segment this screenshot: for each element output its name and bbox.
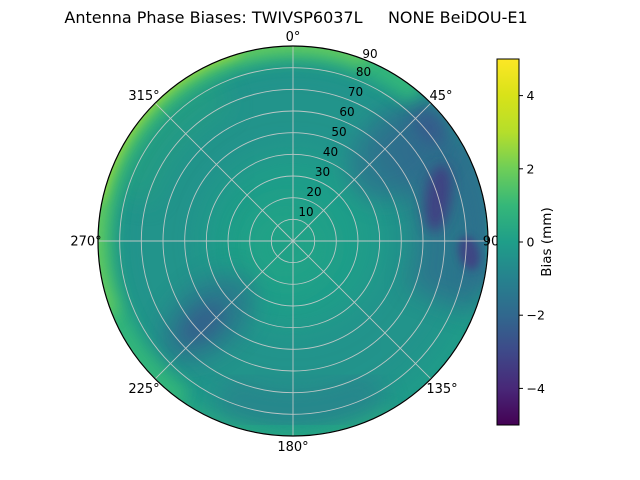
contour-purple-spot-1 <box>424 164 452 232</box>
angular-tick-labels: 0° 45° 90 135° 180° 225° 270° 315° <box>70 30 499 455</box>
radial-label-40: 40 <box>323 145 338 159</box>
colorbar-label--2: −2 <box>527 308 545 323</box>
contour-nw-green-tint <box>114 73 233 204</box>
colorbar-axis-label: Bias (mm) <box>539 207 555 276</box>
grid-spoke-225 <box>154 240 294 380</box>
radial-label-20: 20 <box>306 185 321 199</box>
polar-grid <box>98 46 488 436</box>
angular-label-180: 180° <box>277 440 308 455</box>
radial-label-10: 10 <box>298 205 313 219</box>
radial-label-60: 60 <box>339 105 354 119</box>
angular-label-270: 270° <box>70 235 101 250</box>
contour-east-rim-blue <box>440 130 488 292</box>
grid-spoke-135 <box>292 240 432 380</box>
angular-label-0: 0° <box>286 30 301 45</box>
angular-label-225: 225° <box>128 382 159 397</box>
radial-label-80: 80 <box>356 65 371 79</box>
angular-label-315: 315° <box>128 89 159 104</box>
radial-label-30: 30 <box>315 165 330 179</box>
contour-center-patch <box>241 201 331 291</box>
radial-label-90: 90 <box>362 47 377 61</box>
polar-spine <box>97 45 489 437</box>
colorbar-gradient <box>496 58 520 426</box>
grid-spoke-315 <box>154 102 294 242</box>
radial-label-50: 50 <box>331 125 346 139</box>
colorbar-label-4: 4 <box>527 88 535 103</box>
contour-south-blue-tint <box>212 369 389 432</box>
angular-label-45: 45° <box>429 89 452 104</box>
angular-label-90: 90 <box>483 235 500 250</box>
grid-spoke-45 <box>292 102 432 242</box>
contour-purple-spot-2 <box>458 236 480 270</box>
colorbar-label-2: 2 <box>527 161 535 176</box>
colorbar-label-0: 0 <box>527 235 535 250</box>
colorbar: 4 2 0 −2 −4 Bias (mm) <box>496 58 555 426</box>
colorbar-tick-labels: 4 2 0 −2 −4 <box>527 88 545 396</box>
radial-tick-labels: 10 20 30 40 50 60 70 80 90 <box>298 47 377 219</box>
angular-label-135: 135° <box>426 382 457 397</box>
chart-title: Antenna Phase Biases: TWIVSP6037L NONE B… <box>64 8 528 27</box>
colorbar-ticks <box>519 95 523 389</box>
radial-label-70: 70 <box>348 85 363 99</box>
contour-ne-navy-spot <box>414 109 446 145</box>
colorbar-label--4: −4 <box>527 381 545 396</box>
